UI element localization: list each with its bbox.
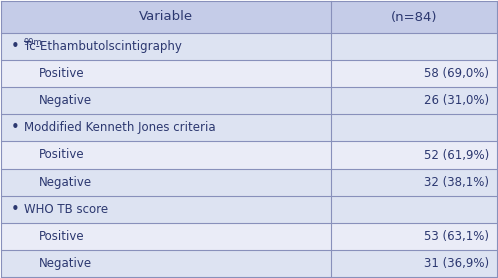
Text: (n=84): (n=84) [390, 11, 437, 24]
Bar [1, 168, 497, 196]
Text: •: • [11, 202, 20, 217]
Text: Positive: Positive [39, 148, 85, 162]
Bar [1, 250, 497, 277]
Text: Negative: Negative [39, 94, 92, 107]
Text: 52 (61,9%): 52 (61,9%) [424, 148, 489, 162]
Text: 26 (31,0%): 26 (31,0%) [424, 94, 489, 107]
Bar [1, 142, 497, 168]
Bar [1, 60, 497, 87]
Bar [1, 223, 497, 250]
Text: Positive: Positive [39, 230, 85, 243]
Bar [1, 1, 497, 33]
Text: 32 (38,1%): 32 (38,1%) [424, 176, 489, 188]
Text: Negative: Negative [39, 257, 92, 270]
Text: Tc-Ethambutolscintigraphy: Tc-Ethambutolscintigraphy [24, 40, 182, 53]
Text: 53 (63,1%): 53 (63,1%) [424, 230, 489, 243]
Text: WHO TB score: WHO TB score [24, 203, 108, 216]
Bar [1, 33, 497, 60]
Text: Positive: Positive [39, 67, 85, 80]
Bar [1, 196, 497, 223]
Text: 31 (36,9%): 31 (36,9%) [424, 257, 489, 270]
Bar [1, 114, 497, 142]
Text: 58 (69,0%): 58 (69,0%) [424, 67, 489, 80]
Text: Variable: Variable [139, 11, 193, 24]
Text: •: • [11, 120, 20, 135]
Text: •: • [11, 39, 20, 54]
Text: 99m: 99m [24, 38, 43, 47]
Text: Moddified Kenneth Jones criteria: Moddified Kenneth Jones criteria [24, 121, 216, 134]
Text: Negative: Negative [39, 176, 92, 188]
Bar [1, 87, 497, 114]
